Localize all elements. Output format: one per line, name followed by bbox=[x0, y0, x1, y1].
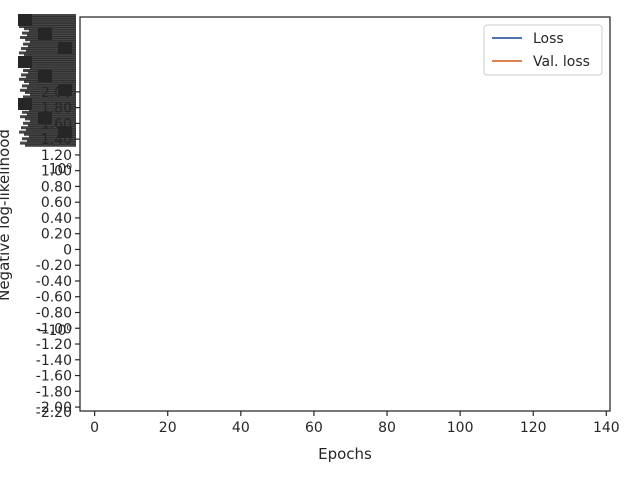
garbled-tick-bar bbox=[23, 95, 76, 99]
garbled-tick-bar bbox=[28, 97, 76, 101]
x-tick-label: 40 bbox=[232, 420, 250, 436]
garbled-tick-bar bbox=[20, 88, 76, 92]
garbled-tick-bar bbox=[27, 60, 76, 64]
garbled-tick-bar bbox=[25, 64, 76, 68]
garbled-tick-block bbox=[38, 28, 52, 40]
garbled-tick-bar bbox=[22, 58, 76, 61]
garbled-tick-bar bbox=[27, 86, 76, 90]
y-tick-label: 0.40 bbox=[41, 211, 72, 227]
garbled-tick-bar bbox=[29, 55, 76, 59]
garbled-tick-block bbox=[18, 14, 32, 26]
garbled-tick-bar bbox=[20, 62, 76, 66]
legend: Loss Val. loss bbox=[483, 24, 603, 76]
garbled-tick-bar bbox=[23, 16, 76, 20]
garbled-tick-bar bbox=[24, 53, 76, 57]
garbled-tick-bar bbox=[28, 124, 76, 127]
garbled-tick-block bbox=[18, 56, 32, 68]
garbled-tick-bar bbox=[20, 141, 76, 145]
y-tick-label: -1.20 bbox=[36, 337, 72, 353]
y-tick-label-extra: -2.20 bbox=[36, 405, 72, 421]
garbled-tick-bar bbox=[26, 49, 76, 53]
x-tick-label: 140 bbox=[593, 420, 620, 436]
y-tick-label: -2.00 bbox=[36, 400, 72, 416]
x-tick-label: 20 bbox=[159, 420, 177, 436]
x-tick-label: 60 bbox=[305, 420, 323, 436]
garbled-tick-bar bbox=[24, 132, 76, 136]
garbled-tick-block bbox=[38, 70, 52, 82]
y-tick-label: 0.80 bbox=[41, 179, 72, 195]
garbled-tick-bar bbox=[30, 119, 76, 123]
garbled-tick-bar bbox=[27, 139, 76, 143]
garbled-tick-bar bbox=[29, 135, 76, 138]
y-tick-label: -0.40 bbox=[36, 274, 72, 290]
garbled-tick-bar bbox=[25, 91, 76, 94]
y-tick-label: 0 bbox=[63, 242, 72, 258]
garbled-tick-bar bbox=[29, 82, 76, 86]
garbled-tick-bar bbox=[19, 104, 76, 108]
garbled-tick-bar bbox=[29, 29, 76, 33]
garbled-tick-bar bbox=[19, 51, 76, 55]
garbled-tick-bar bbox=[25, 143, 76, 147]
legend-label-loss: Loss bbox=[533, 31, 564, 47]
y-tick-label: -0.80 bbox=[36, 306, 72, 322]
garbled-tick-bar bbox=[26, 22, 76, 26]
garbled-tick-bar bbox=[30, 40, 76, 44]
garbled-tick-bar bbox=[21, 126, 76, 130]
garbled-tick-bar bbox=[28, 18, 76, 22]
y-tick-label: 1.60 bbox=[41, 116, 72, 132]
garbled-tick-bar bbox=[23, 42, 76, 46]
y-tick-label: 1.20 bbox=[41, 148, 72, 164]
y-tick-label: 1.40 bbox=[41, 132, 72, 148]
garbled-tick-bar bbox=[22, 84, 76, 88]
y-axis-label: Negative log-likelihood bbox=[0, 129, 13, 301]
garbled-tick-block bbox=[18, 98, 32, 110]
garbled-tick-bar bbox=[24, 106, 76, 110]
overlapping-tick-labels bbox=[18, 14, 76, 147]
x-axis-label: Epochs bbox=[318, 445, 372, 463]
garbled-tick-bar bbox=[19, 130, 76, 134]
y-tick-label: 0.60 bbox=[41, 195, 72, 211]
y-tick-label-extra: −10⁰ bbox=[37, 323, 73, 339]
y-tick-label: 1.00 bbox=[41, 164, 72, 180]
y-tick-label: -0.20 bbox=[36, 258, 72, 274]
garbled-tick-bar bbox=[26, 128, 76, 132]
garbled-tick-bar bbox=[30, 14, 76, 17]
y-tick-label: -1.60 bbox=[36, 369, 72, 385]
garbled-tick-bar bbox=[21, 20, 76, 24]
garbled-tick-bar bbox=[29, 108, 76, 112]
x-tick-label: 120 bbox=[520, 420, 547, 436]
plot-frame bbox=[79, 16, 611, 412]
garbled-tick-bar bbox=[28, 44, 76, 48]
y-tick-label-extra: 10⁰ bbox=[49, 161, 73, 177]
x-tick-label: 80 bbox=[378, 420, 396, 436]
garbled-tick-bar bbox=[21, 47, 76, 50]
garbled-tick-block bbox=[38, 112, 52, 124]
garbled-tick-bar bbox=[22, 137, 76, 141]
garbled-tick-block bbox=[58, 126, 72, 138]
x-axis-ticks: 0 20 40 60 80 100 120 140 bbox=[90, 411, 620, 436]
y-tick-label: -0.60 bbox=[36, 290, 72, 306]
x-tick-label: 100 bbox=[447, 420, 474, 436]
legend-label-val-loss: Val. loss bbox=[533, 54, 590, 70]
x-tick-label: 0 bbox=[90, 420, 99, 436]
y-tick-label: -1.80 bbox=[36, 384, 72, 400]
garbled-tick-block bbox=[58, 42, 72, 54]
garbled-tick-block bbox=[58, 84, 72, 96]
garbled-tick-bar bbox=[21, 99, 76, 103]
y-tick-label: 1.80 bbox=[41, 101, 72, 117]
y-axis-ticks: -2.00-1.80-1.60-1.40-1.20-1.00-0.80-0.60… bbox=[36, 85, 80, 421]
y-tick-label: 0.20 bbox=[41, 227, 72, 243]
garbled-tick-bar bbox=[30, 66, 76, 70]
y-tick-label: -1.40 bbox=[36, 353, 72, 369]
y-tick-label: -1.00 bbox=[36, 321, 72, 337]
y-tick-label: 2.00 bbox=[41, 85, 72, 101]
garbled-tick-bar bbox=[26, 102, 76, 105]
garbled-tick-bar bbox=[19, 25, 76, 28]
garbled-tick-bar bbox=[30, 93, 76, 97]
